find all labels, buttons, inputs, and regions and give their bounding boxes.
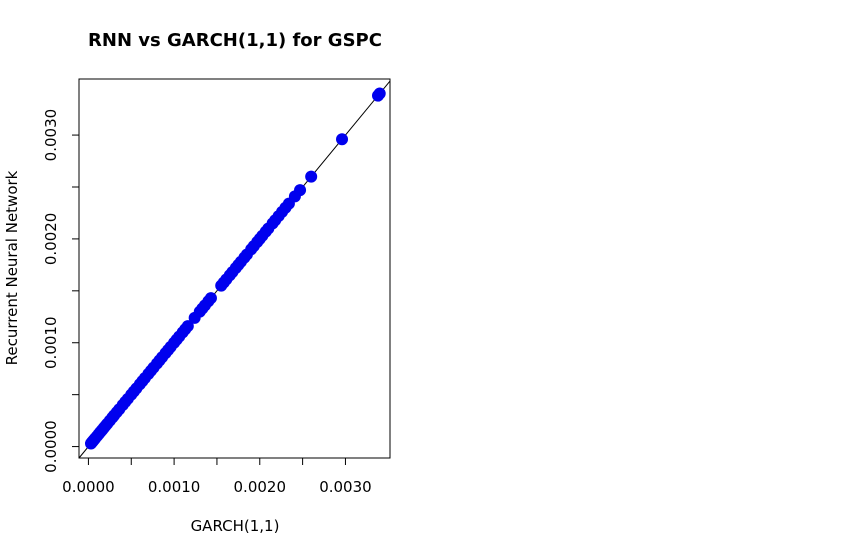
- x-axis-label: GARCH(1,1): [191, 517, 280, 535]
- data-point: [305, 170, 318, 183]
- data-point: [373, 87, 386, 100]
- data-point: [181, 320, 194, 333]
- data-points: [84, 87, 386, 450]
- data-point: [336, 133, 349, 146]
- chart-title: RNN vs GARCH(1,1) for GSPC: [88, 30, 382, 51]
- y-tick-label: 0.0030: [42, 109, 60, 162]
- y-axis: 0.0000 0.0010 0.0020 0.0030: [42, 82, 80, 473]
- x-axis: 0.0000 0.0010 0.0020 0.0030: [62, 457, 389, 496]
- x-tick-label: 0.0010: [148, 478, 201, 496]
- x-tick-label: 0.0020: [234, 478, 287, 496]
- data-point: [204, 292, 217, 305]
- y-tick-label: 0.0000: [42, 420, 60, 473]
- y-tick-label: 0.0010: [42, 316, 60, 369]
- y-axis-label: Recurrent Neural Network: [3, 170, 21, 365]
- y-tick-label: 0.0020: [42, 213, 60, 266]
- x-tick-label: 0.0000: [62, 478, 115, 496]
- x-tick-label: 0.0030: [319, 478, 372, 496]
- data-point: [294, 184, 307, 197]
